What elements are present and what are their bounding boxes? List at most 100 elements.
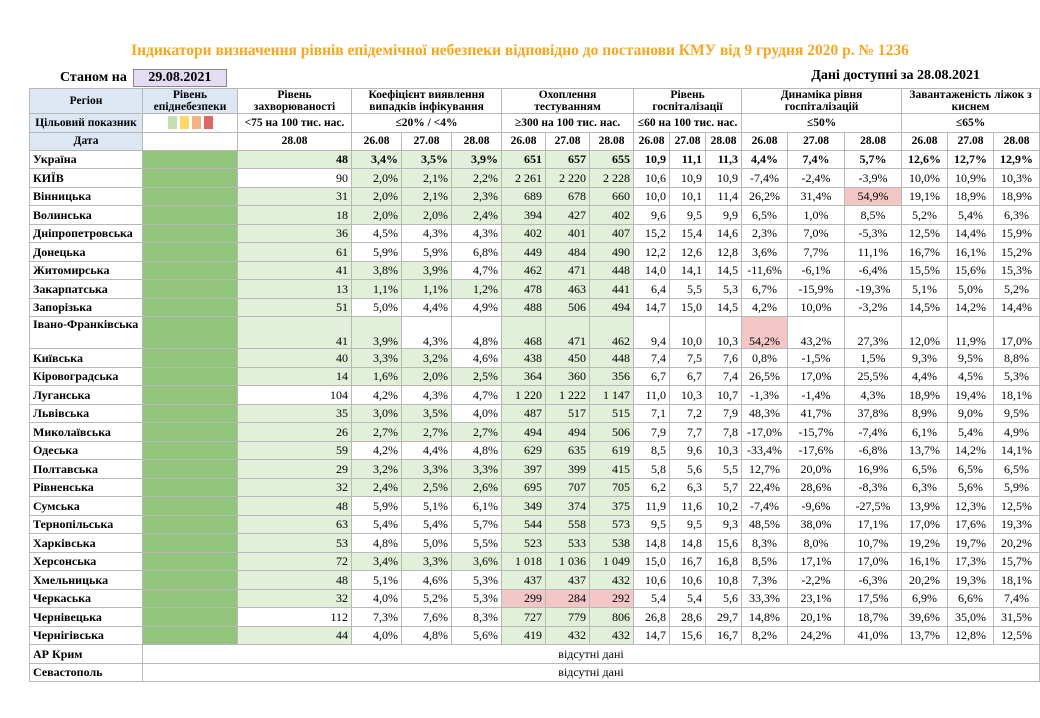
testing-cell: 538 bbox=[589, 533, 635, 553]
beds-cell: 15,7% bbox=[993, 551, 1040, 571]
hosp-dynamics-cell: 48,5% bbox=[741, 514, 789, 534]
table-row: Дніпропетровська 36 4,5% 4,3% 4,3% 402 401 407 1… bbox=[29, 223, 1040, 243]
hosp-dynamics-cell: -19,3% bbox=[844, 279, 903, 299]
detection-cell: 4,4% bbox=[401, 440, 452, 460]
incidence-cell: 112 bbox=[237, 607, 352, 627]
detection-cell: 2,2% bbox=[450, 168, 503, 188]
date-header: 27.08 bbox=[669, 131, 707, 151]
hosp-cell: 15,6 bbox=[669, 625, 707, 645]
hosp-cell: 6,7 bbox=[669, 366, 707, 386]
region-name: Луганська bbox=[29, 385, 143, 405]
testing-cell: 478 bbox=[501, 279, 547, 299]
hosp-cell: 6,2 bbox=[633, 477, 671, 497]
hosp-cell: 11,9 bbox=[633, 496, 671, 516]
beds-cell: 5,9% bbox=[993, 477, 1040, 497]
testing-cell: 573 bbox=[589, 514, 635, 534]
hosp-cell: 15,4 bbox=[669, 223, 707, 243]
hosp-dynamics-cell: -7,4% bbox=[844, 422, 903, 442]
detection-cell: 2,7% bbox=[450, 422, 503, 442]
beds-cell: 14,4% bbox=[947, 223, 995, 243]
beds-cell: 12,5% bbox=[993, 496, 1040, 516]
beds-cell: 13,7% bbox=[901, 440, 949, 460]
epi-level-cell bbox=[142, 625, 238, 645]
table-row: Харківська 53 4,8% 5,0% 5,5% 523 533 538 14,8 14,… bbox=[29, 533, 1040, 553]
date-header: 26.08 bbox=[901, 131, 949, 151]
hosp-dynamics-cell: 17,1% bbox=[787, 551, 846, 571]
testing-cell: 488 bbox=[501, 297, 547, 317]
hosp-cell: 9,4 bbox=[633, 316, 671, 349]
table-row: Тернопільська 63 5,4% 5,4% 5,7% 544 558 573 9,5 9… bbox=[29, 514, 1040, 534]
table-row: АР Крим відсутні дані bbox=[29, 644, 1040, 664]
hosp-dynamics-cell: -6,1% bbox=[787, 260, 846, 280]
hosp-dynamics-cell: 37,8% bbox=[844, 403, 903, 423]
testing-cell: 1 222 bbox=[545, 385, 591, 405]
beds-cell: 9,5% bbox=[947, 348, 995, 368]
detection-cell: 4,8% bbox=[351, 533, 402, 553]
hosp-dynamics-cell: -5,3% bbox=[844, 223, 903, 243]
beds-cell: 15,5% bbox=[901, 260, 949, 280]
beds-cell: 17,0% bbox=[993, 316, 1040, 349]
testing-cell: 487 bbox=[501, 403, 547, 423]
hosp-dynamics-cell: 17,0% bbox=[844, 551, 903, 571]
beds-cell: 12,0% bbox=[901, 316, 949, 349]
testing-cell: 635 bbox=[545, 440, 591, 460]
incidence-cell: 14 bbox=[237, 366, 352, 386]
testing-cell: 629 bbox=[501, 440, 547, 460]
detection-cell: 5,4% bbox=[351, 514, 402, 534]
detection-cell: 6,8% bbox=[450, 242, 503, 262]
beds-cell: 16,1% bbox=[901, 551, 949, 571]
detection-cell: 4,8% bbox=[450, 316, 503, 349]
testing-cell: 397 bbox=[501, 459, 547, 479]
hosp-dynamics-cell: 6,7% bbox=[741, 279, 789, 299]
hosp-cell: 5,7 bbox=[705, 477, 743, 497]
testing-cell: 707 bbox=[545, 477, 591, 497]
date-empty bbox=[142, 131, 238, 151]
hosp-cell: 10,9 bbox=[633, 149, 671, 169]
testing-cell: 432 bbox=[589, 625, 635, 645]
incidence-cell: 61 bbox=[237, 242, 352, 262]
target-hosp: ≤60 на 100 тис. нас. bbox=[633, 113, 743, 133]
hosp-dynamics-cell: 23,1% bbox=[787, 588, 846, 608]
date-header: 28.08 bbox=[993, 131, 1040, 151]
region-name: Херсонська bbox=[29, 551, 143, 571]
hosp-cell: 9,6 bbox=[633, 205, 671, 225]
epi-level-cell bbox=[142, 260, 238, 280]
hosp-cell: 14,6 bbox=[705, 223, 743, 243]
incidence-cell: 26 bbox=[237, 422, 352, 442]
detection-cell: 5,9% bbox=[351, 496, 402, 516]
testing-cell: 2 261 bbox=[501, 168, 547, 188]
hosp-cell: 14,8 bbox=[633, 533, 671, 553]
incidence-cell: 59 bbox=[237, 440, 352, 460]
beds-cell: 10,3% bbox=[993, 168, 1040, 188]
hosp-dynamics-cell: 54,2% bbox=[741, 316, 789, 349]
testing-cell: 471 bbox=[545, 260, 591, 280]
beds-cell: 6,3% bbox=[901, 477, 949, 497]
table-row: Сумська 48 5,9% 5,1% 6,1% 349 374 375 11,9 11,6 10… bbox=[29, 496, 1040, 516]
table-row: Полтавська 29 3,2% 3,3% 3,3% 397 399 415 5,8 5,6 5… bbox=[29, 459, 1040, 479]
beds-cell: 15,9% bbox=[993, 223, 1040, 243]
detection-cell: 4,0% bbox=[351, 625, 402, 645]
target-color-legend bbox=[142, 113, 238, 133]
hosp-dynamics-cell: 31,4% bbox=[787, 186, 846, 206]
table-row: Одеська 59 4,2% 4,4% 4,8% 629 635 619 8,5 9,6 10,3… bbox=[29, 440, 1040, 460]
epi-level-cell bbox=[142, 477, 238, 497]
testing-cell: 402 bbox=[589, 205, 635, 225]
detection-cell: 3,2% bbox=[401, 348, 452, 368]
date-header: 28.08 bbox=[589, 131, 635, 151]
region-name: Сумська bbox=[29, 496, 143, 516]
as-of-block: Станом на 29.08.2021 bbox=[60, 68, 227, 88]
hosp-dynamics-cell: -17,0% bbox=[741, 422, 789, 442]
testing-cell: 284 bbox=[545, 588, 591, 608]
table-row: Чернівецька 112 7,3% 7,6% 8,3% 727 779 806 26,8 2… bbox=[29, 607, 1040, 627]
hosp-cell: 10,3 bbox=[705, 440, 743, 460]
hosp-cell: 5,4 bbox=[633, 588, 671, 608]
incidence-cell: 48 bbox=[237, 570, 352, 590]
testing-cell: 506 bbox=[589, 422, 635, 442]
testing-cell: 705 bbox=[589, 477, 635, 497]
date-header: 26.08 bbox=[501, 131, 547, 151]
hosp-dynamics-cell: 26,2% bbox=[741, 186, 789, 206]
hosp-dynamics-cell: 14,8% bbox=[741, 607, 789, 627]
hosp-dynamics-cell: 1,0% bbox=[787, 205, 846, 225]
hosp-cell: 15,2 bbox=[633, 223, 671, 243]
hosp-dynamics-cell: 17,5% bbox=[844, 588, 903, 608]
